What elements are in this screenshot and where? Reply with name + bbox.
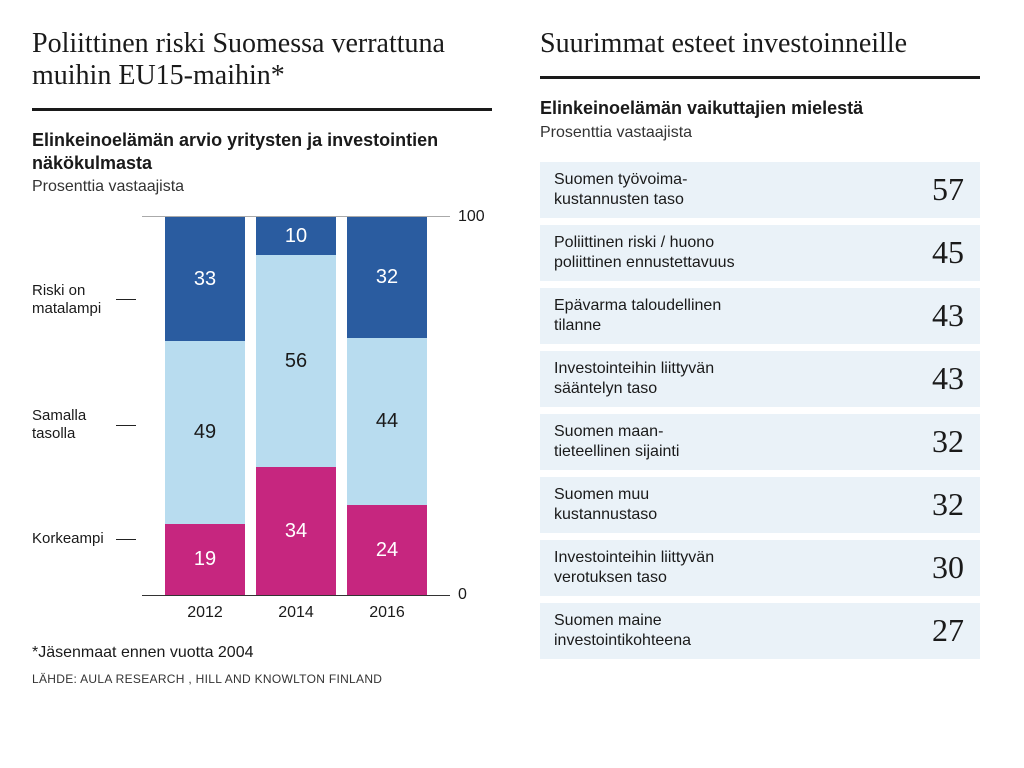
ytick-top: 100 — [458, 208, 485, 226]
bar-seg-top: 10 — [256, 217, 336, 255]
bar-2016: 324424 — [347, 217, 427, 595]
obstacle-row: Suomen muu kustannustaso 32 — [540, 477, 980, 533]
series-label-bottom: Korkeampi — [32, 530, 136, 548]
bar-seg-top: 32 — [347, 217, 427, 338]
obstacle-label: Suomen maine investointikohteena — [554, 611, 691, 651]
bar-seg-middle: 49 — [165, 341, 245, 524]
obstacle-row: Epävarma taloudellinen tilanne 43 — [540, 288, 980, 344]
obstacles-list: Suomen työvoima- kustannusten taso 57 Poli… — [540, 162, 980, 659]
obstacle-label: Poliittinen riski / huono poliittinen en… — [554, 233, 735, 273]
series-label-middle: Samalla tasolla — [32, 407, 136, 443]
obstacle-value: 30 — [932, 549, 964, 586]
right-panel: Suurimmat esteet investoinneille Elinkei… — [540, 28, 980, 686]
obstacle-label: Investointeihin liittyvän verotuksen tas… — [554, 548, 714, 588]
obstacle-label: Suomen työvoima- kustannusten taso — [554, 170, 687, 210]
obstacle-label: Suomen maan- tieteellinen sijainti — [554, 422, 679, 462]
obstacle-row: Suomen maine investointikohteena 27 — [540, 603, 980, 659]
xaxis-label: 2014 — [256, 604, 336, 622]
main-container: Poliittinen riski Suomessa verrattuna mu… — [32, 28, 992, 686]
left-title: Poliittinen riski Suomessa verrattuna mu… — [32, 28, 492, 92]
series-label-middle-text: Samalla tasolla — [32, 407, 112, 443]
obstacle-row: Investointeihin liittyvän sääntelyn taso… — [540, 351, 980, 407]
obstacle-row: Poliittinen riski / huono poliittinen en… — [540, 225, 980, 281]
bar-seg-top: 33 — [165, 217, 245, 341]
bar-seg-middle: 56 — [256, 255, 336, 467]
chart-y-axis: 100 0 — [450, 216, 492, 596]
obstacle-row: Investointeihin liittyvän verotuksen tas… — [540, 540, 980, 596]
left-rule — [32, 108, 492, 111]
bar-seg-middle: 44 — [347, 338, 427, 504]
left-subtitle: Elinkeinoelämän arvio yritysten ja inves… — [32, 129, 492, 174]
obstacle-value: 45 — [932, 234, 964, 271]
chart-x-axis: 2012 2014 2016 — [142, 604, 450, 622]
left-unit: Prosenttia vastaajista — [32, 178, 492, 196]
right-unit: Prosenttia vastaajista — [540, 124, 980, 142]
chart-series-labels: Riski on matalampi Samalla tasolla Korke… — [32, 216, 142, 596]
chart-plot-area: 334919105634324424 — [142, 216, 450, 596]
series-label-top-text: Riski on matalampi — [32, 282, 112, 318]
stacked-bar-chart: Riski on matalampi Samalla tasolla Korke… — [32, 216, 492, 596]
obstacle-value: 27 — [932, 612, 964, 649]
obstacle-value: 32 — [932, 423, 964, 460]
obstacle-row: Suomen työvoima- kustannusten taso 57 — [540, 162, 980, 218]
bar-seg-bottom: 34 — [256, 467, 336, 596]
obstacle-value: 32 — [932, 486, 964, 523]
bar-2014: 105634 — [256, 217, 336, 595]
obstacle-value: 43 — [932, 360, 964, 397]
bar-2012: 334919 — [165, 217, 245, 595]
obstacle-value: 43 — [932, 297, 964, 334]
right-title: Suurimmat esteet investoinneille — [540, 28, 980, 60]
bar-seg-bottom: 19 — [165, 524, 245, 595]
series-label-bottom-text: Korkeampi — [32, 530, 112, 548]
obstacle-label: Suomen muu kustannustaso — [554, 485, 657, 525]
left-footnote: *Jäsenmaat ennen vuotta 2004 — [32, 644, 492, 662]
source-line: LÄHDE: AULA RESEARCH , HILL AND KNOWLTON… — [32, 672, 492, 686]
series-label-top: Riski on matalampi — [32, 282, 136, 318]
xaxis-label: 2016 — [347, 604, 427, 622]
ytick-bottom: 0 — [458, 586, 467, 604]
obstacle-label: Epävarma taloudellinen tilanne — [554, 296, 721, 336]
left-panel: Poliittinen riski Suomessa verrattuna mu… — [32, 28, 492, 686]
right-subtitle: Elinkeinoelämän vaikuttajien mielestä — [540, 97, 980, 120]
obstacle-row: Suomen maan- tieteellinen sijainti 32 — [540, 414, 980, 470]
bar-seg-bottom: 24 — [347, 505, 427, 596]
right-rule — [540, 76, 980, 79]
obstacle-value: 57 — [932, 171, 964, 208]
xaxis-label: 2012 — [165, 604, 245, 622]
obstacle-label: Investointeihin liittyvän sääntelyn taso — [554, 359, 714, 399]
